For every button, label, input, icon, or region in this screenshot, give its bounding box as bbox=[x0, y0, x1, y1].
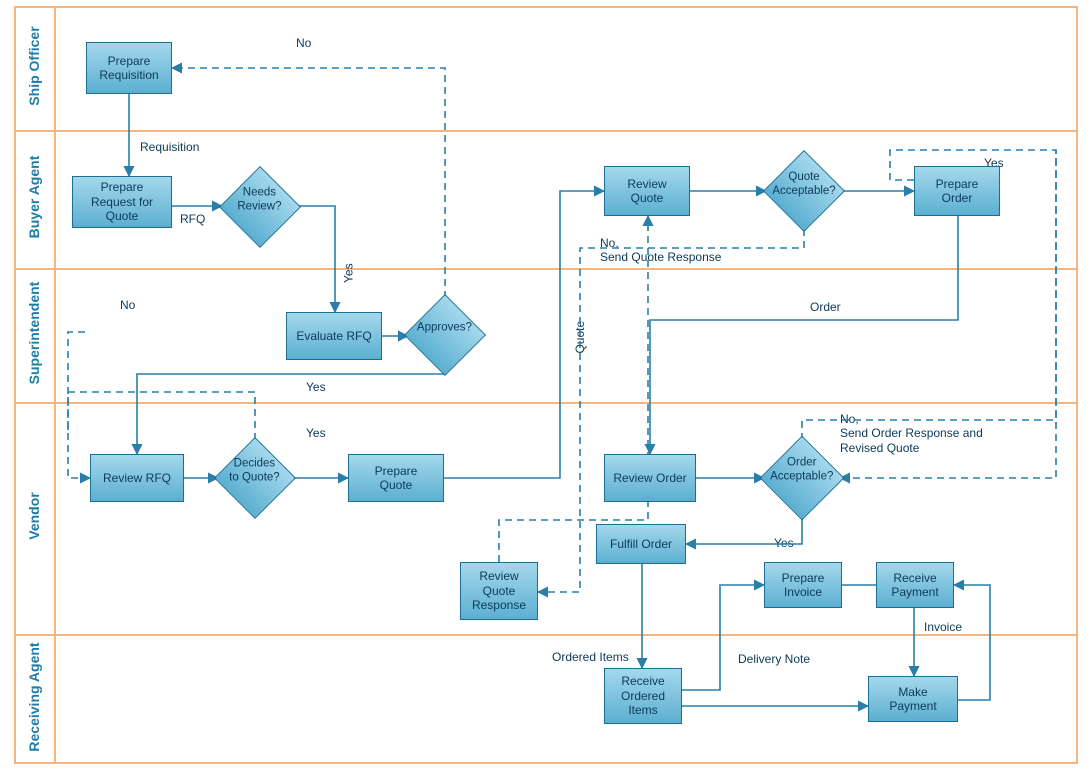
lane-label-separator bbox=[54, 6, 56, 764]
lane-label-receiving-agent: Receiving Agent bbox=[26, 637, 42, 757]
edge-label-e9lbl: No bbox=[120, 298, 135, 312]
node-prepare-rfq: PrepareRequest forQuote bbox=[72, 176, 172, 228]
lane-label-superintendent: Superintendent bbox=[26, 273, 42, 393]
node-evaluate-rfq: Evaluate RFQ bbox=[286, 312, 382, 360]
edge-label-e6: Yes bbox=[306, 380, 326, 394]
node-prepare-invoice: PrepareInvoice bbox=[764, 562, 842, 608]
node-review-quote-resp: ReviewQuoteResponse bbox=[460, 562, 538, 620]
lane-divider bbox=[14, 130, 1078, 132]
node-prepare-order: PrepareOrder bbox=[914, 166, 1000, 216]
lane-label-buyer-agent: Buyer Agent bbox=[26, 137, 42, 257]
edge-label-e16: No,Send Order Response andRevised Quote bbox=[840, 412, 983, 455]
node-label: Approves? bbox=[416, 295, 474, 362]
node-label: Decidesto Quote? bbox=[226, 438, 284, 505]
flowchart-stage: Ship Officer Buyer Agent Superintendent Ven… bbox=[0, 0, 1090, 770]
edge-label-e10: Quote bbox=[573, 321, 587, 354]
node-review-order: Review Order bbox=[604, 454, 696, 502]
node-review-quote: ReviewQuote bbox=[604, 166, 690, 216]
edge-label-e20: Invoice bbox=[924, 620, 962, 634]
edge-label-e5: No bbox=[296, 36, 311, 50]
node-label: NeedsReview? bbox=[231, 167, 289, 234]
edge-label-e14: Order bbox=[810, 300, 841, 314]
node-make-payment: MakePayment bbox=[868, 676, 958, 722]
edge-label-e13: No,Send Quote Response bbox=[600, 236, 721, 265]
node-prepare-quote: PrepareQuote bbox=[348, 454, 444, 502]
node-label: OrderAcceptable? bbox=[770, 436, 833, 506]
lane-label-vendor: Vendor bbox=[26, 456, 42, 576]
node-receive-ordered: ReceiveOrderedItems bbox=[604, 668, 682, 724]
node-prepare-requisition: PrepareRequisition bbox=[86, 42, 172, 94]
swimlane-outer bbox=[14, 6, 1078, 764]
edge-label-e3: Yes bbox=[342, 263, 356, 283]
lane-divider bbox=[14, 268, 1078, 270]
edge-label-e19: Delivery Note bbox=[738, 652, 810, 666]
edge-label-e1: Requisition bbox=[140, 140, 199, 154]
lane-divider bbox=[14, 634, 1078, 636]
lane-label-ship-officer: Ship Officer bbox=[26, 6, 42, 126]
edge-label-e2: RFQ bbox=[180, 212, 205, 226]
edge-label-e17: Yes bbox=[774, 536, 794, 550]
edge-label-e8: Yes bbox=[306, 426, 326, 440]
node-receive-payment: ReceivePayment bbox=[876, 562, 954, 608]
edge-label-e18: Ordered Items bbox=[552, 650, 629, 664]
node-review-rfq: Review RFQ bbox=[90, 454, 184, 502]
node-fulfill-order: Fulfill Order bbox=[596, 524, 686, 564]
lane-divider bbox=[14, 402, 1078, 404]
node-label: QuoteAcceptable? bbox=[772, 151, 835, 218]
